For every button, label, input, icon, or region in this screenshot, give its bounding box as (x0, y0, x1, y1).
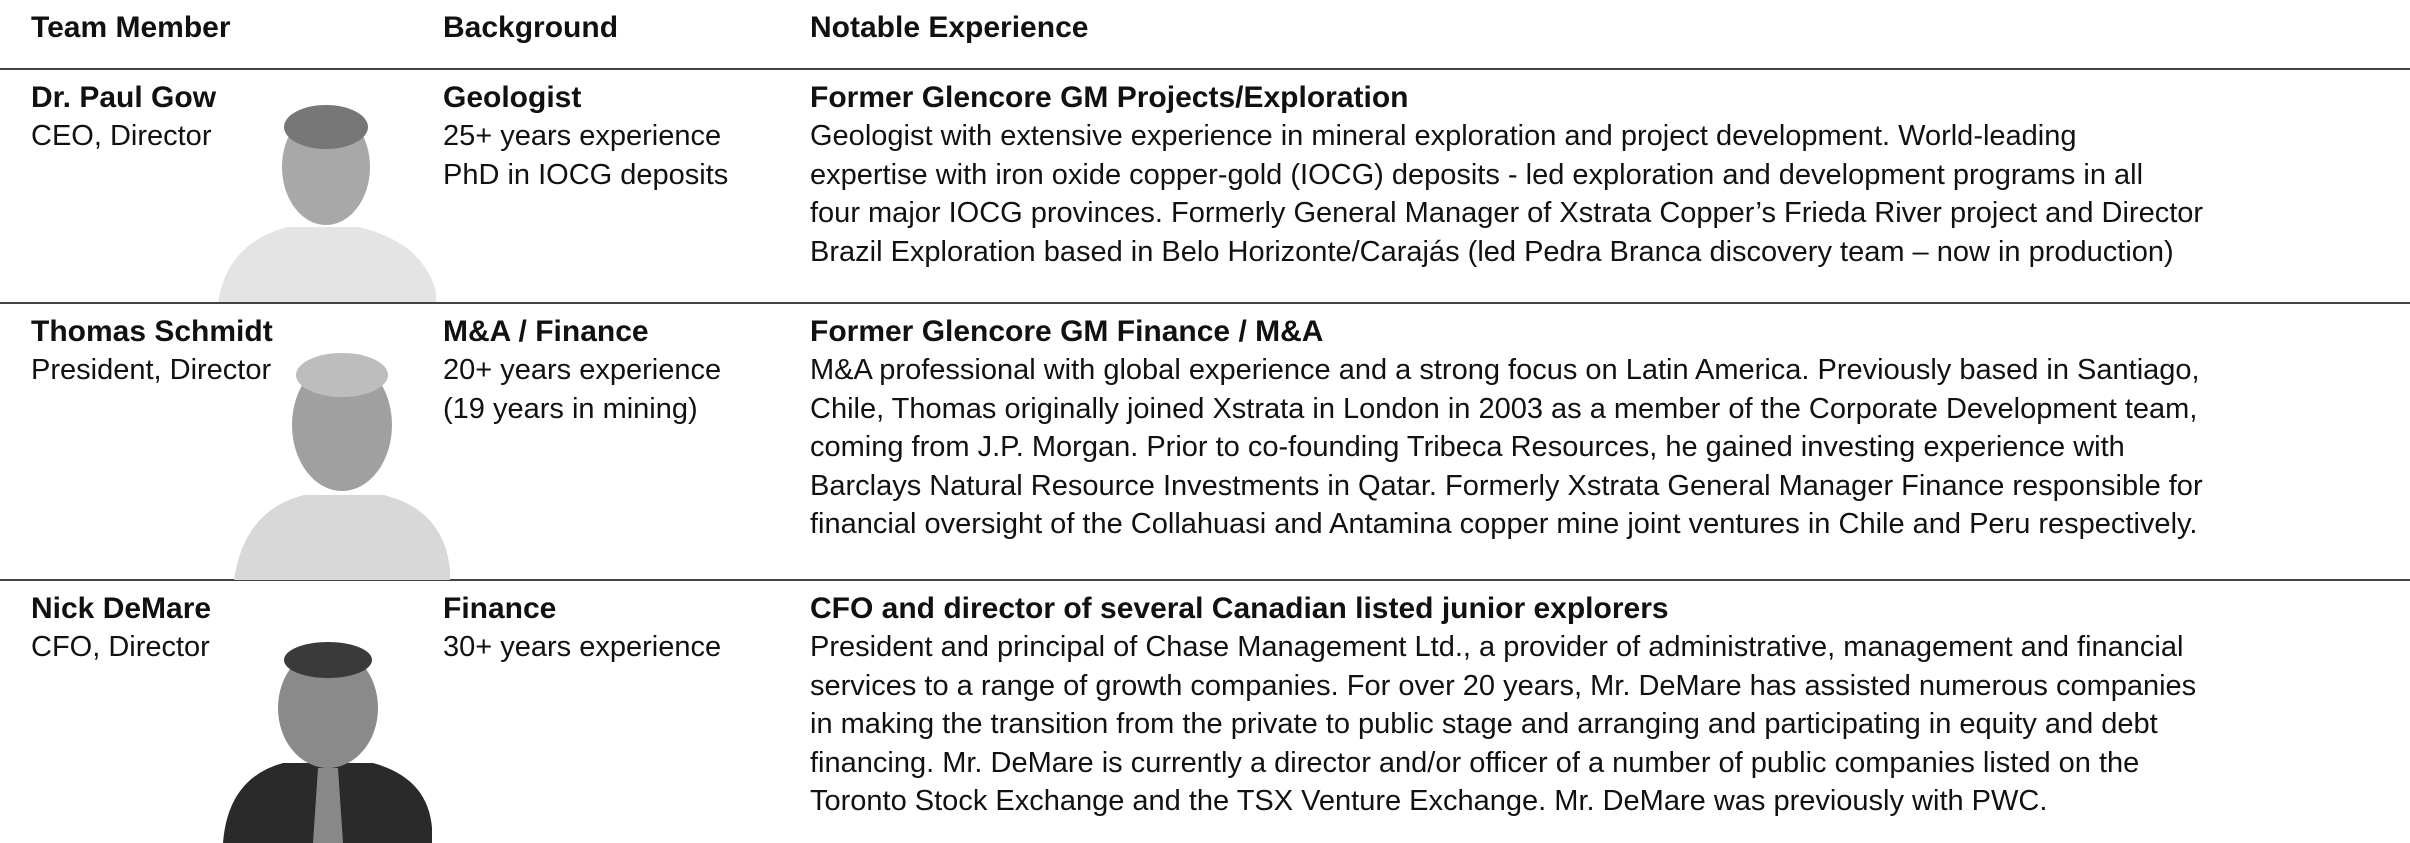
header-rule (0, 68, 2410, 70)
experience-line: M&A professional with global experience … (810, 354, 2200, 387)
member-role: CEO, Director (31, 120, 212, 153)
member-role: CFO, Director (31, 631, 210, 664)
experience-line: coming from J.P. Morgan. Prior to co-fou… (810, 431, 2125, 464)
portrait (234, 353, 450, 580)
experience-line: Toronto Stock Exchange and the TSX Ventu… (810, 785, 2048, 817)
background-line: 25+ years experience (443, 120, 722, 153)
background-line: 20+ years experience (443, 354, 722, 387)
row-rule (0, 579, 2410, 581)
row-rule (0, 302, 2410, 304)
experience-line: President and principal of Chase Managem… (810, 631, 2184, 664)
experience-title: Former Glencore GM Finance / M&A (810, 315, 1324, 348)
background-title: M&A / Finance (443, 315, 649, 348)
experience-line: in making the transition from the privat… (810, 708, 2158, 741)
experience-line: Geologist with extensive experience in m… (810, 120, 2077, 153)
member-name: Nick DeMare (31, 592, 212, 625)
experience-line: Chile, Thomas originally joined Xstrata … (810, 392, 2198, 425)
experience-line: four major IOCG provinces. Formerly Gene… (810, 197, 2204, 230)
column-header: Team Member (31, 11, 231, 44)
background-title: Finance (443, 592, 557, 625)
background-title: Geologist (443, 81, 582, 114)
experience-line: services to a range of growth companies.… (810, 669, 2197, 702)
column-header: Notable Experience (810, 11, 1089, 44)
experience-title: Former Glencore GM Projects/Exploration (810, 81, 1409, 114)
experience-line: financial oversight of the Collahuasi an… (810, 508, 2198, 540)
experience-line: expertise with iron oxide copper-gold (I… (810, 158, 2144, 191)
member-name: Dr. Paul Gow (31, 81, 217, 114)
column-header: Background (443, 11, 619, 44)
member-name: Thomas Schmidt (31, 315, 273, 348)
experience-line: Barclays Natural Resource Investments in… (810, 469, 2203, 502)
experience-title: CFO and director of several Canadian lis… (810, 592, 1669, 625)
experience-line: Brazil Exploration based in Belo Horizon… (810, 235, 2174, 268)
portrait (208, 92, 436, 302)
portrait (223, 642, 432, 843)
background-line: (19 years in mining) (443, 392, 698, 425)
member-role: President, Director (31, 354, 272, 387)
background-line: PhD in IOCG deposits (443, 158, 729, 191)
background-line: 30+ years experience (443, 631, 722, 664)
experience-line: financing. Mr. DeMare is currently a dir… (810, 746, 2140, 779)
